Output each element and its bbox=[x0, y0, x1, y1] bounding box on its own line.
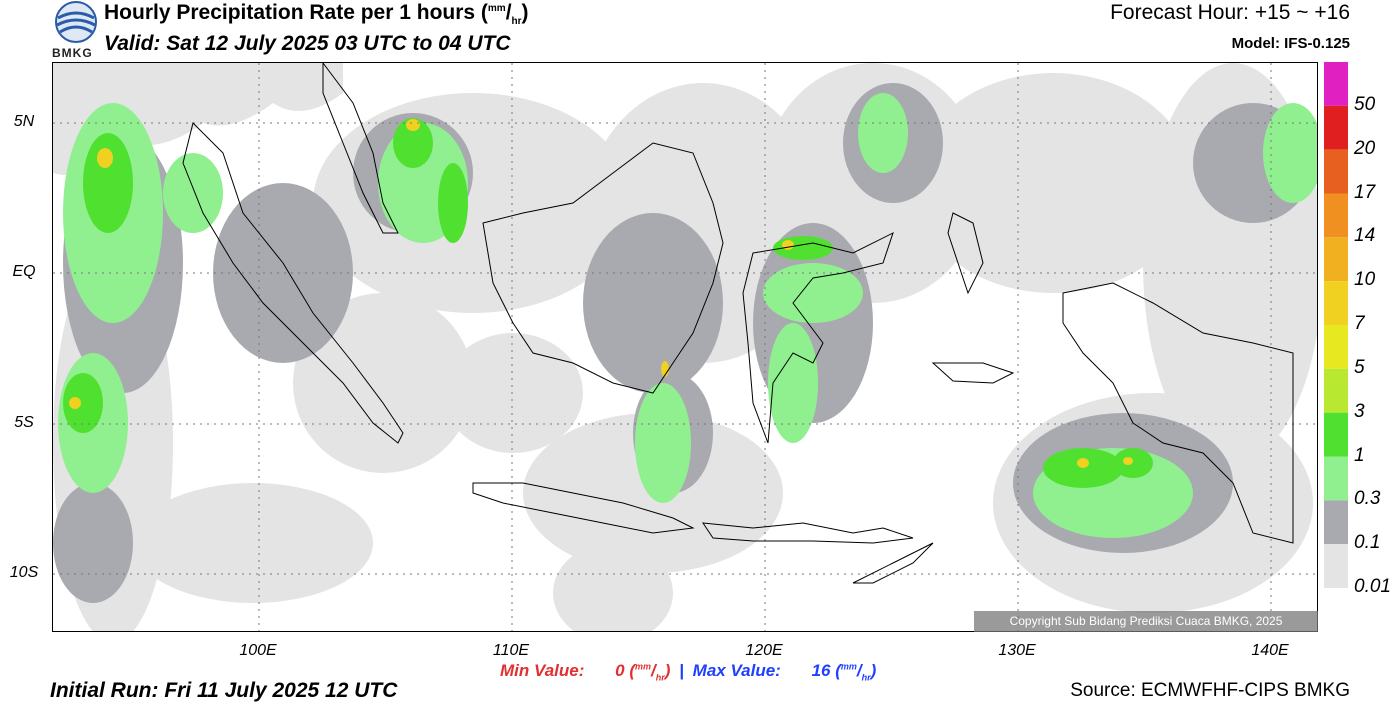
colorbar-swatch bbox=[1324, 412, 1348, 457]
min-label: Min Value: bbox=[500, 661, 585, 680]
x-label-130e: 130E bbox=[998, 642, 1036, 659]
map-title: Hourly Precipitation Rate per 1 hours (m… bbox=[104, 1, 529, 28]
colorbar-swatch bbox=[1324, 237, 1348, 282]
colorbar-swatch bbox=[1324, 456, 1348, 501]
precip-intense-areas bbox=[69, 119, 1133, 468]
colorbar-svg bbox=[1324, 62, 1348, 588]
colorbar-label: 1 bbox=[1354, 444, 1365, 466]
bmkg-logo bbox=[50, 0, 102, 60]
precip-heavy-areas bbox=[63, 118, 1153, 488]
precipitation-map bbox=[52, 62, 1318, 632]
initial-run: Initial Run: Fri 11 July 2025 12 UTC bbox=[50, 679, 398, 702]
forecast-hour: Forecast Hour: +15 ~ +16 bbox=[1110, 1, 1350, 24]
colorbar-label: 7 bbox=[1354, 313, 1365, 334]
x-label-100e: 100E bbox=[239, 642, 277, 659]
valid-time: Valid: Sat 12 July 2025 03 UTC to 04 UTC bbox=[104, 32, 511, 55]
max-value: 16 bbox=[811, 661, 831, 680]
colorbar-label: 17 bbox=[1354, 181, 1376, 203]
y-label-10s: 10S bbox=[9, 564, 39, 581]
colorbar-label: 0.01 bbox=[1354, 576, 1391, 597]
y-label-5s: 5S bbox=[14, 414, 34, 431]
colorbar-swatch bbox=[1324, 105, 1348, 150]
colorbar-swatch bbox=[1324, 368, 1348, 413]
coastlines bbox=[182, 63, 1294, 584]
x-label-120e: 120E bbox=[745, 642, 783, 659]
min-max-values: Min Value: 0 (mm/hr) | Max Value: 16 (mm… bbox=[500, 661, 877, 683]
colorbar-swatch bbox=[1324, 149, 1348, 194]
model-name: Model: IFS-0.125 bbox=[1231, 35, 1350, 52]
colorbar bbox=[1324, 62, 1348, 588]
colorbar-label: 5 bbox=[1354, 356, 1365, 378]
x-label-140e: 140E bbox=[1251, 642, 1289, 659]
colorbar-swatch bbox=[1324, 544, 1348, 588]
colorbar-label: 3 bbox=[1354, 400, 1365, 422]
y-label-5n: 5N bbox=[13, 113, 35, 130]
y-label-eq: EQ bbox=[12, 263, 36, 280]
map-graticule bbox=[53, 63, 1317, 631]
colorbar-label: 50 bbox=[1354, 93, 1376, 115]
min-value: 0 bbox=[615, 661, 625, 680]
x-label-110e: 110E bbox=[492, 642, 530, 659]
colorbar-swatch bbox=[1324, 193, 1348, 238]
colorbar-label: 0.1 bbox=[1354, 532, 1381, 554]
copyright-note: Copyright Sub Bidang Prediksi Cuaca BMKG… bbox=[974, 611, 1318, 632]
colorbar-label: 0.3 bbox=[1354, 488, 1381, 510]
colorbar-swatch bbox=[1324, 62, 1348, 106]
map-canvas bbox=[53, 63, 1317, 631]
colorbar-label: 20 bbox=[1354, 137, 1376, 159]
logo-text: BMKG bbox=[52, 46, 93, 60]
colorbar-swatch bbox=[1324, 500, 1348, 545]
colorbar-swatch bbox=[1324, 325, 1348, 369]
data-source: Source: ECMWFHF-CIPS BMKG bbox=[1070, 680, 1350, 701]
colorbar-label: 14 bbox=[1354, 225, 1376, 247]
colorbar-label: 10 bbox=[1354, 269, 1376, 291]
max-label: Max Value: bbox=[692, 661, 781, 680]
colorbar-swatch bbox=[1324, 281, 1348, 325]
